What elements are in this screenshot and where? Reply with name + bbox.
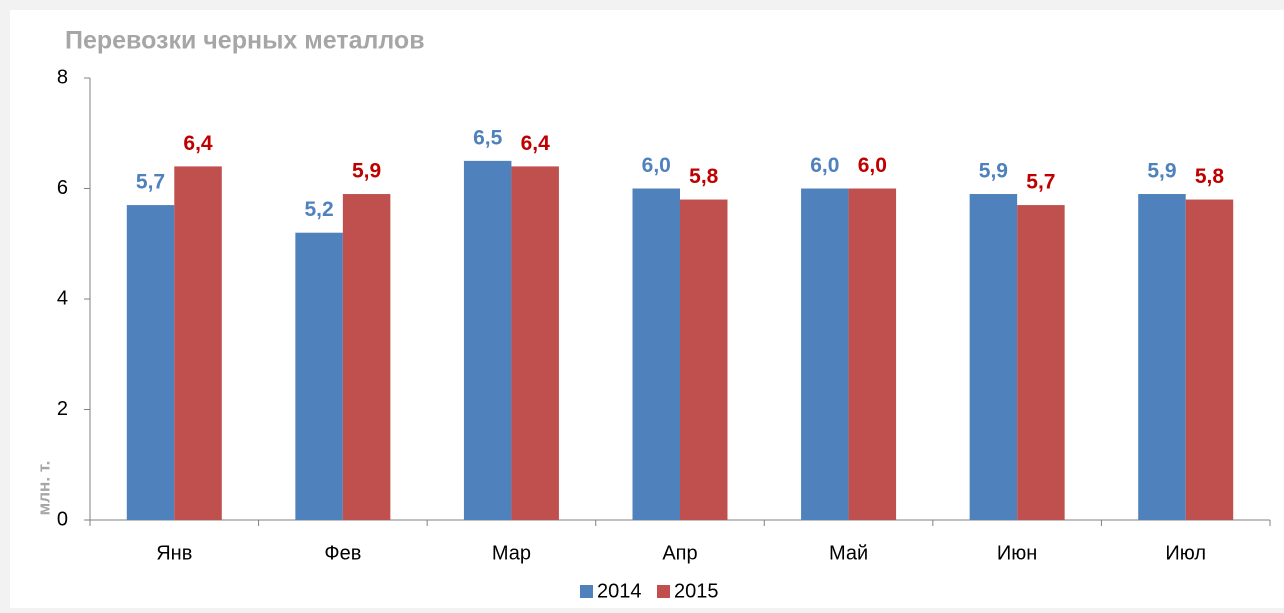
value-label: 6,0 bbox=[642, 154, 671, 177]
bar bbox=[295, 232, 343, 520]
value-label: 6,0 bbox=[858, 154, 887, 177]
value-label: 5,9 bbox=[979, 160, 1008, 183]
legend-swatch bbox=[580, 585, 593, 598]
bar bbox=[1017, 205, 1065, 520]
legend-label: 2015 bbox=[674, 580, 719, 602]
value-label: 5,9 bbox=[352, 160, 381, 183]
y-tick-label: 4 bbox=[57, 287, 68, 309]
bar bbox=[511, 166, 559, 520]
bar bbox=[848, 188, 897, 520]
bar bbox=[342, 194, 391, 520]
value-label: 6,4 bbox=[521, 132, 551, 155]
bar bbox=[174, 166, 222, 520]
value-label: 6,4 bbox=[183, 132, 213, 155]
value-label: 5,8 bbox=[1195, 165, 1225, 188]
value-label: 5,2 bbox=[305, 198, 334, 221]
legend-swatch bbox=[657, 585, 670, 598]
x-tick-label: Фев bbox=[324, 542, 361, 564]
bar bbox=[463, 160, 512, 520]
value-label: 5,7 bbox=[136, 171, 165, 194]
y-tick-label: 8 bbox=[57, 66, 68, 88]
value-label: 5,9 bbox=[1147, 160, 1176, 183]
value-label: 5,8 bbox=[689, 165, 719, 188]
y-axis-label: млн. т. bbox=[34, 461, 53, 516]
y-tick-label: 2 bbox=[57, 398, 68, 420]
bar bbox=[801, 188, 849, 520]
bar bbox=[680, 199, 728, 521]
bar bbox=[1138, 194, 1186, 520]
x-tick-label: Янв bbox=[156, 542, 192, 564]
bar bbox=[126, 205, 175, 520]
x-tick-label: Июн bbox=[997, 542, 1037, 564]
value-label: 6,5 bbox=[473, 126, 503, 149]
legend-label: 2014 bbox=[597, 580, 642, 602]
x-tick-label: Июл bbox=[1165, 542, 1206, 564]
y-tick-label: 6 bbox=[57, 177, 68, 199]
bar bbox=[632, 188, 680, 520]
x-tick-label: Май bbox=[829, 542, 868, 564]
bar bbox=[1185, 199, 1234, 521]
chart-title: Перевозки черных металлов bbox=[65, 27, 425, 55]
x-tick-label: Мар bbox=[492, 542, 531, 564]
value-label: 6,0 bbox=[810, 154, 839, 177]
value-label: 5,7 bbox=[1026, 171, 1055, 194]
y-tick-label: 0 bbox=[57, 508, 68, 530]
x-tick-label: Апр bbox=[662, 542, 697, 564]
bar bbox=[969, 194, 1018, 520]
